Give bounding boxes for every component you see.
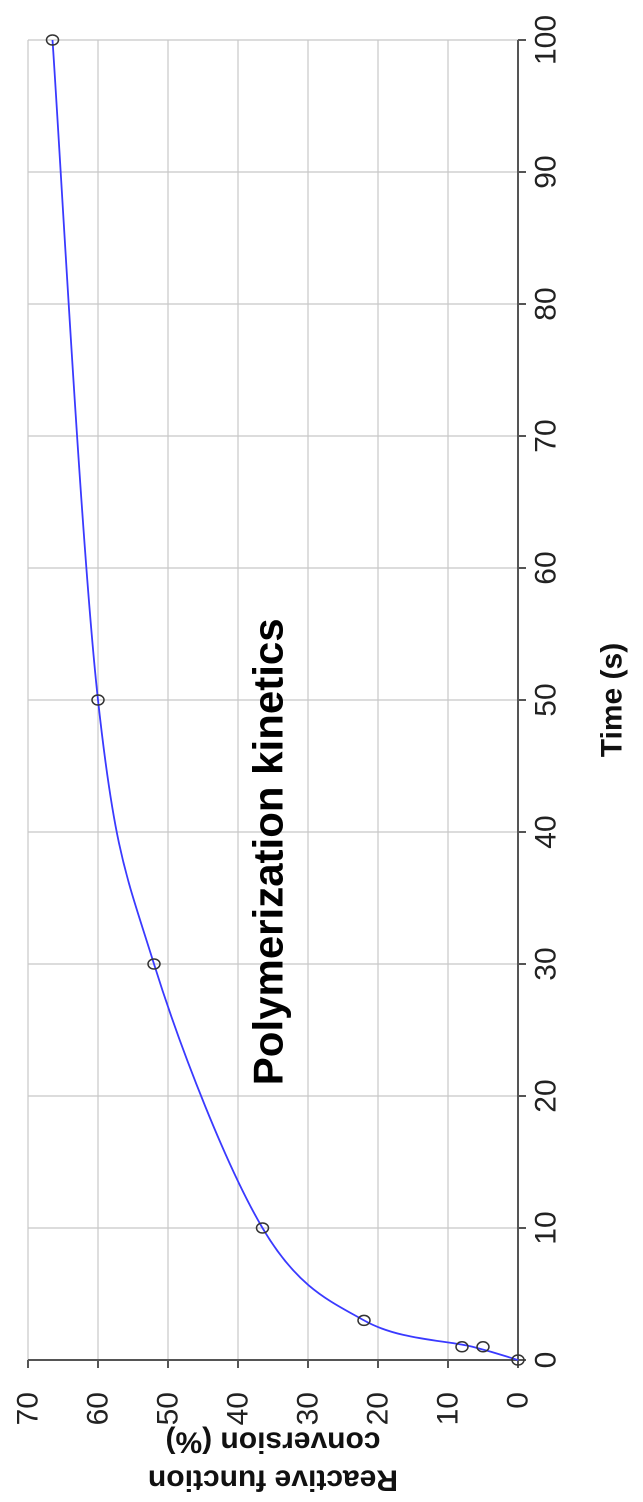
time-axis-title: Time (s) <box>596 643 629 757</box>
time-tick-label: 60 <box>530 551 563 584</box>
time-tick-label: 80 <box>530 287 563 320</box>
conversion-tick-label: 40 <box>222 1392 255 1425</box>
conversion-tick-label: 30 <box>292 1392 325 1425</box>
data-point <box>91 694 105 706</box>
time-tick-label: 90 <box>530 155 563 188</box>
conversion-axis-title: Reactive function conversion (%) <box>148 1426 398 1497</box>
conversion-tick-label: 0 <box>502 1392 535 1409</box>
conversion-axis-title-line: Reactive function <box>148 1464 398 1497</box>
conversion-tick-label: 20 <box>362 1392 395 1425</box>
data-point <box>511 1354 525 1366</box>
conversion-axis-title-line: conversion (%) <box>165 1426 380 1459</box>
chart-title: Polymerization kinetics <box>245 618 292 1085</box>
conversion-tick-label: 70 <box>12 1392 45 1425</box>
time-tick-label: 10 <box>530 1211 563 1244</box>
time-tick-label: 30 <box>530 947 563 980</box>
plot-area: 0 10 20 30 40 50 60 70 80 90 100 0 10 20 30 40 50 60 70 Tim… <box>12 15 629 1497</box>
data-point <box>45 34 60 46</box>
series-line <box>51 39 519 1361</box>
data-point <box>455 1341 469 1353</box>
conversion-tick-label: 50 <box>152 1392 185 1425</box>
time-tick-label: 0 <box>530 1352 563 1369</box>
time-tick-label: 50 <box>530 683 563 716</box>
data-point <box>357 1314 371 1327</box>
data-point <box>147 958 161 970</box>
conversion-tick-label: 60 <box>82 1392 115 1425</box>
data-point <box>255 1222 270 1234</box>
conversion-tick-label: 10 <box>432 1392 465 1425</box>
time-tick-label: 70 <box>530 419 563 452</box>
time-tick-label: 20 <box>530 1079 563 1112</box>
time-tick-label: 100 <box>530 15 563 65</box>
data-point <box>476 1341 490 1353</box>
time-tick-label: 40 <box>530 815 563 848</box>
